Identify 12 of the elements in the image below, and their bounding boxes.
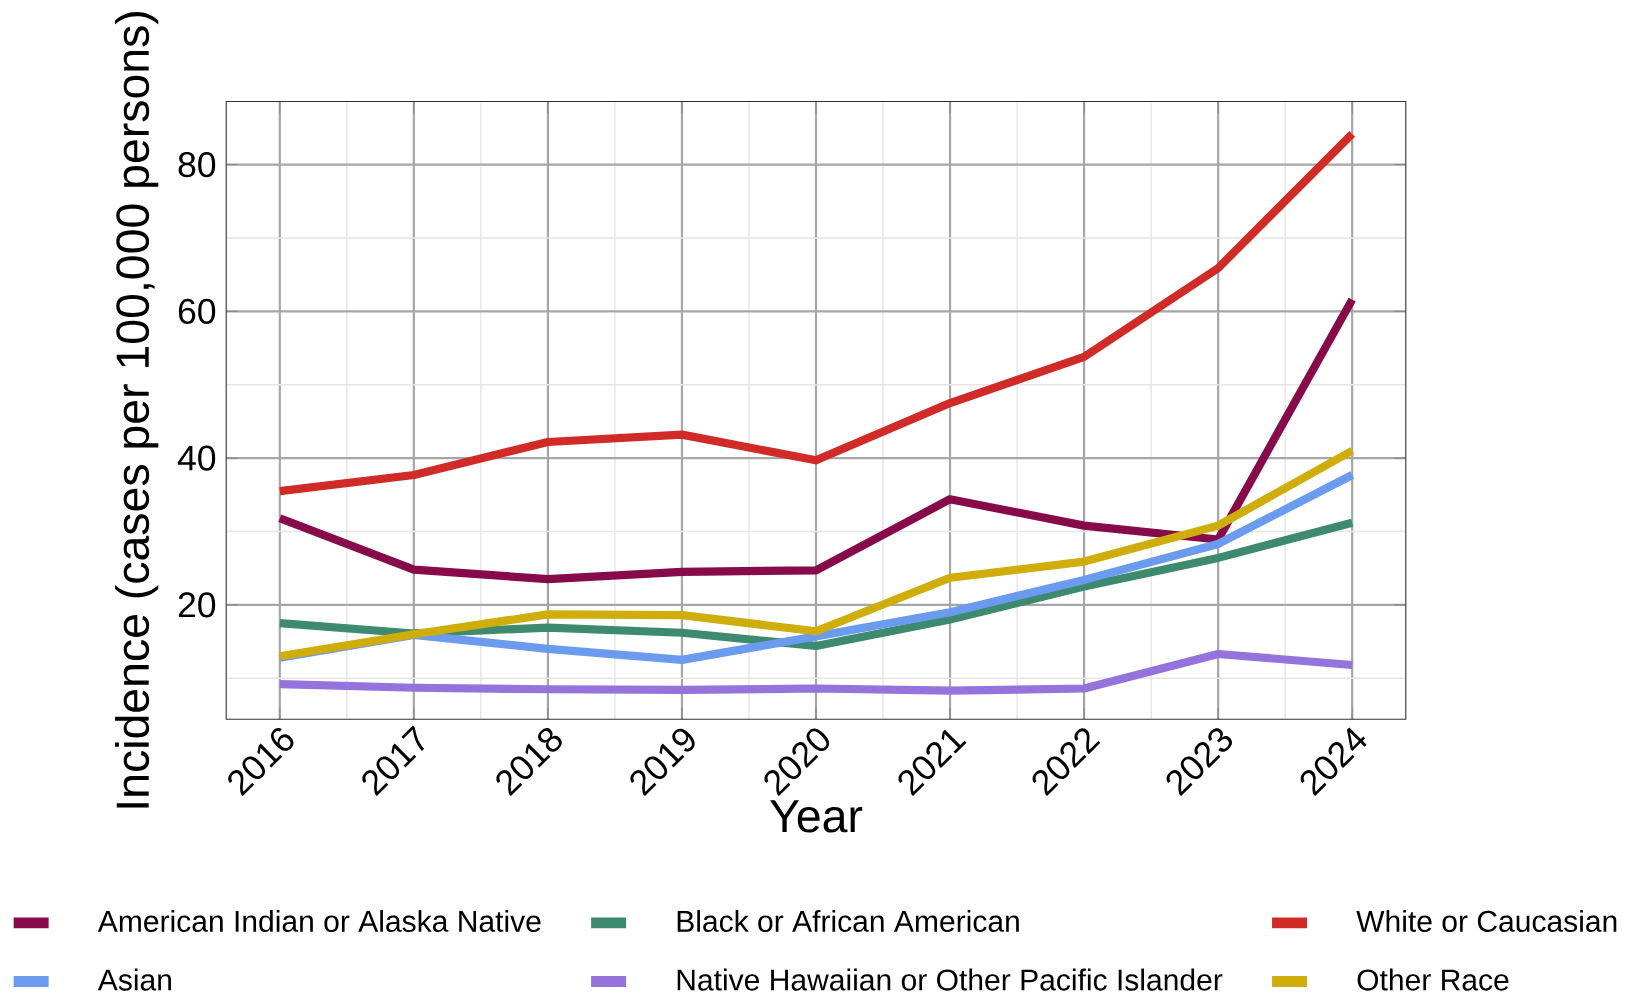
legend-label: Other Race bbox=[1357, 968, 1509, 991]
legend-label: Asian bbox=[97, 968, 171, 991]
y-tick-label: 80 bbox=[178, 151, 216, 178]
x-axis-title: Year bbox=[770, 799, 863, 833]
y-tick-label: 40 bbox=[177, 445, 216, 471]
y-tick-label: 60 bbox=[178, 298, 216, 324]
legend-label: Native Hawaiian or Other Pacific Islander bbox=[677, 968, 1223, 991]
legend-label: American Indian or Alaska Native bbox=[97, 909, 541, 932]
legend-label: Black or African American bbox=[677, 909, 1019, 932]
legend-label: White or Caucasian bbox=[1356, 909, 1617, 932]
y-axis-title: Incidence (cases per 100,000 persons) bbox=[115, 11, 159, 808]
y-tick-label: 20 bbox=[178, 592, 216, 618]
